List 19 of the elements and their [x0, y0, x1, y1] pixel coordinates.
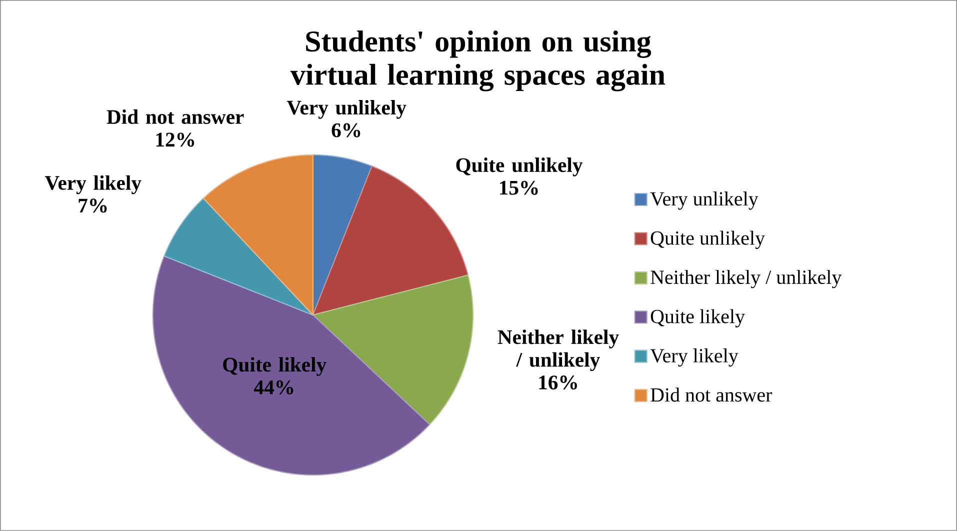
data-label: 44% [254, 380, 294, 394]
legend-label: Very unlikely [650, 192, 758, 210]
data-label: 15% [500, 180, 538, 195]
data-label: 7% [78, 198, 107, 213]
legend-label: Very likely [650, 348, 738, 367]
data-label: 16% [539, 376, 577, 390]
slice-label: Neither likely / unlikely [498, 330, 619, 372]
data-label: 12% [156, 132, 194, 147]
legend-label: Quite unlikely [650, 230, 765, 249]
slice-label: Quite unlikely [456, 158, 583, 176]
legend-label: Quite likely [650, 309, 745, 328]
slice-label: Quite likely [223, 357, 326, 376]
legend-label: Neither likely / unlikely [650, 270, 842, 288]
slice-label: Very unlikely [286, 100, 406, 119]
chart-title: Students' opinion on using virtual learning spaces again [290, 30, 666, 92]
slice-label: Did not answer [106, 109, 244, 124]
data-label: 6% [332, 123, 360, 138]
legend-label: Did not answer [650, 388, 772, 402]
slice-label: Very likely [44, 175, 142, 194]
